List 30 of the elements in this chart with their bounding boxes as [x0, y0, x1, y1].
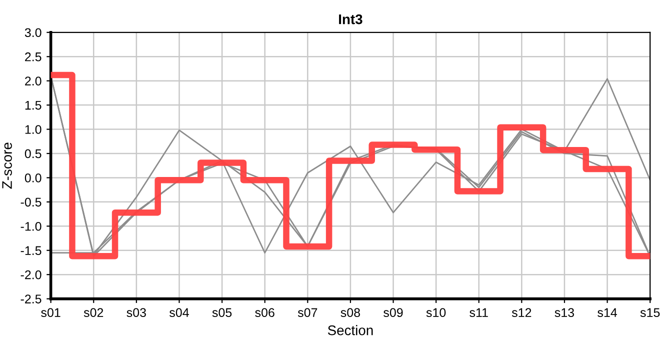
x-tick-label: s13 — [554, 308, 574, 318]
y-tick-label: -2.5 — [20, 294, 42, 304]
x-tick-label: s08 — [340, 308, 360, 318]
x-tick-label: s04 — [170, 308, 189, 318]
x-tick-label: s12 — [512, 308, 532, 318]
y-tick-label: -1.0 — [20, 222, 42, 231]
y-tick-label: -2.0 — [20, 270, 42, 280]
x-tick-label: s10 — [426, 308, 446, 318]
y-tick-label: -1.5 — [20, 246, 42, 256]
y-tick-label: 3.0 — [24, 28, 42, 38]
y-tick-label: 0.0 — [24, 174, 42, 182]
x-tick-label: s03 — [126, 308, 146, 318]
x-tick-label: s02 — [84, 308, 104, 318]
x-tick-label: s15 — [640, 308, 660, 318]
x-tick-label: s14 — [598, 308, 618, 318]
x-axis-title: Section — [328, 325, 373, 336]
y-tick-label: 2.5 — [25, 52, 42, 62]
x-tick-label: s09 — [384, 308, 403, 318]
y-tick-label: 1.0 — [25, 125, 42, 134]
x-tick-label: s05 — [212, 308, 232, 318]
y-tick-label: 1.5 — [25, 100, 42, 110]
y-tick-label: 0.5 — [24, 149, 42, 158]
x-tick-label: s07 — [298, 308, 318, 318]
y-tick-label: 2.0 — [25, 76, 42, 86]
y-tick-label: -0.5 — [20, 198, 42, 207]
x-tick-label: s11 — [470, 308, 488, 318]
y-axis-title: Z-score — [2, 142, 12, 189]
chart-title: Int3 — [339, 14, 362, 24]
x-tick-label: s01 — [41, 308, 60, 318]
x-tick-label: s06 — [255, 308, 274, 318]
